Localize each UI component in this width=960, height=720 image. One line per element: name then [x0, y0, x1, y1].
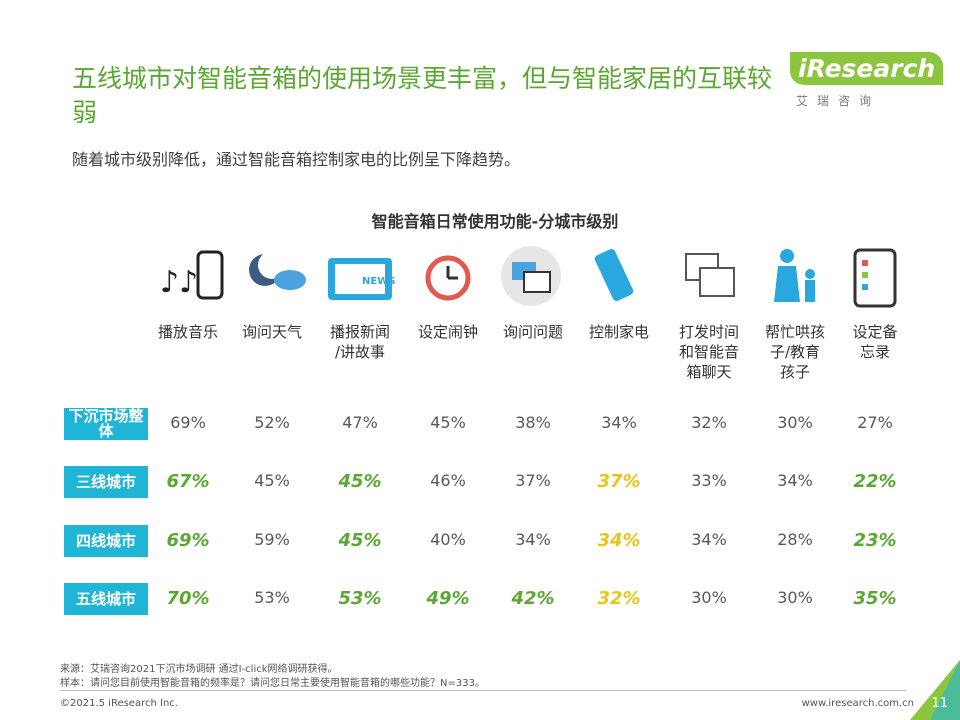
cell: 45%	[338, 530, 382, 551]
icons: ♪♪ NEWS	[160, 246, 897, 308]
icon-chat	[685, 253, 735, 297]
cell: 45%	[254, 471, 290, 490]
cell: 23%	[853, 530, 897, 551]
svg-text:♪♪: ♪♪	[160, 265, 198, 300]
cell: 53%	[254, 588, 290, 607]
cell: 42%	[511, 588, 555, 609]
column-label-line: 和智能音	[678, 343, 739, 361]
cell: 30%	[777, 413, 813, 432]
website: www.iresearch.com.cn	[801, 698, 914, 709]
cell: 52%	[254, 413, 290, 432]
cell: 32%	[691, 413, 727, 432]
cell: 53%	[338, 588, 382, 609]
cell: 69%	[166, 530, 210, 551]
cell: 34%	[601, 413, 637, 432]
column-label: 控制家电	[579, 322, 659, 342]
column-label-line: 忘录	[859, 343, 890, 361]
title: 五线城市对智能音箱的使用场景更丰富，但与智能家居的互联较弱	[72, 64, 773, 127]
row-label: 三线城市	[64, 466, 148, 498]
row-label: 四线城市	[64, 525, 148, 557]
sample: 样本：请问您目前使用智能音箱的频率是？请问您日常主要使用智能音箱的哪些功能？N=…	[60, 678, 485, 689]
cell: 32%	[597, 588, 641, 609]
cell: 37%	[597, 471, 641, 492]
column-label-line: 设定闹钟	[417, 323, 478, 341]
icon-music: ♪♪	[160, 250, 224, 300]
source: 来源：艾瑞咨询2021下沉市场调研 通过I-click网络调研获得。	[60, 664, 338, 675]
logo-sub: 艾瑞咨询	[796, 94, 881, 108]
column-label-line: 控制家电	[588, 323, 649, 341]
cell: 34%	[691, 530, 727, 549]
cell: 45%	[430, 413, 466, 432]
cell: 33%	[691, 471, 727, 490]
column-label-line: 播报新闻	[329, 323, 390, 341]
table-title: 智能音箱日常使用功能-分城市级别	[371, 212, 619, 231]
row-label: 下沉市场整体	[64, 408, 148, 440]
cell: 70%	[166, 588, 210, 609]
cell: 34%	[777, 471, 813, 490]
page-number: 11	[931, 696, 948, 711]
cell: 45%	[338, 471, 382, 492]
cell: 22%	[853, 471, 897, 492]
cell: 30%	[777, 588, 813, 607]
cell: 34%	[515, 530, 551, 549]
corner	[910, 660, 960, 720]
column-label-line: 设定备	[852, 323, 898, 341]
icon-memo	[853, 248, 897, 308]
cell: 34%	[597, 530, 641, 551]
icon-child	[774, 249, 815, 302]
column-label-line: 询问问题	[502, 323, 563, 341]
column-label-line: 子/教育	[769, 343, 821, 361]
row-label: 五线城市	[64, 583, 148, 615]
cell: 37%	[515, 471, 551, 490]
column-label: 打发时间和智能音箱聊天	[669, 322, 749, 382]
cell: 40%	[430, 530, 466, 549]
cell: 46%	[430, 471, 466, 490]
icon-remote	[594, 249, 634, 301]
column-label-line: 播放音乐	[157, 323, 218, 341]
cell: 38%	[515, 413, 551, 432]
column-label: 询问问题	[493, 322, 573, 342]
subtitle: 随着城市级别降低，通过智能音箱控制家电的比例呈下降趋势。	[72, 150, 521, 169]
cell: 35%	[853, 588, 897, 609]
column-label: 设定闹钟	[408, 322, 488, 342]
icon-question	[501, 246, 561, 306]
column-label-line: 询问天气	[241, 323, 302, 341]
copyright: ©2021.5 iResearch Inc.	[60, 698, 178, 709]
column-label-line: 孩子	[779, 363, 810, 381]
column-label-line: /讲故事	[334, 343, 386, 361]
cell: 67%	[166, 471, 210, 492]
icon-weather	[249, 251, 306, 290]
cell: 69%	[170, 413, 206, 432]
column-label: 帮忙哄孩子/教育孩子	[755, 322, 835, 382]
cell: 27%	[857, 413, 893, 432]
icon-alarm	[425, 255, 471, 301]
cell: 28%	[777, 530, 813, 549]
svg-text:NEWS: NEWS	[362, 276, 395, 287]
column-label-line: 打发时间	[678, 323, 739, 341]
column-label: 设定备 忘录	[835, 322, 915, 362]
divider	[60, 690, 906, 691]
column-label-line: 帮忙哄孩	[764, 323, 825, 341]
icon-news: NEWS	[328, 258, 395, 300]
column-label: 询问天气	[232, 322, 312, 342]
cell: 47%	[342, 413, 378, 432]
cell: 49%	[426, 588, 470, 609]
column-label: 播报新闻/讲故事	[320, 322, 400, 362]
cell: 30%	[691, 588, 727, 607]
column-label: 播放音乐	[148, 322, 228, 342]
column-label-line: 箱聊天	[686, 363, 732, 381]
logo: iResearch	[790, 52, 944, 85]
cell: 59%	[254, 530, 290, 549]
